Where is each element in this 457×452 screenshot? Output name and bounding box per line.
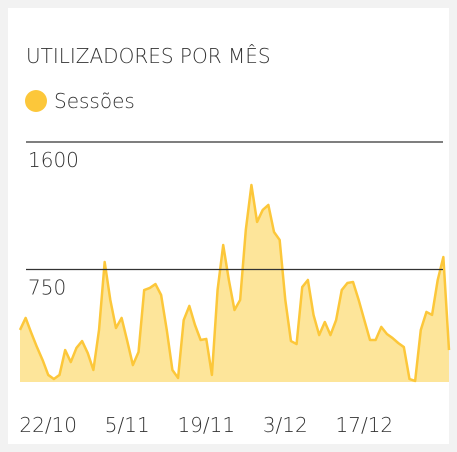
x-tick-label: 22/10 — [19, 413, 77, 437]
line — [18, 183, 451, 383]
x-tick-label: 17/12 — [336, 413, 394, 437]
area — [20, 185, 449, 382]
legend-label: Sessões — [54, 89, 135, 113]
x-tick-label: 3/12 — [263, 413, 308, 437]
legend-swatch — [25, 90, 47, 112]
x-tick-label: 5/11 — [105, 413, 150, 437]
chart-title: UTILIZADORES POR MÊS — [26, 44, 271, 68]
y-tick-label: 750 — [28, 276, 66, 300]
y-tick-label: 1600 — [28, 148, 79, 172]
x-tick-label: 19/11 — [177, 413, 235, 437]
